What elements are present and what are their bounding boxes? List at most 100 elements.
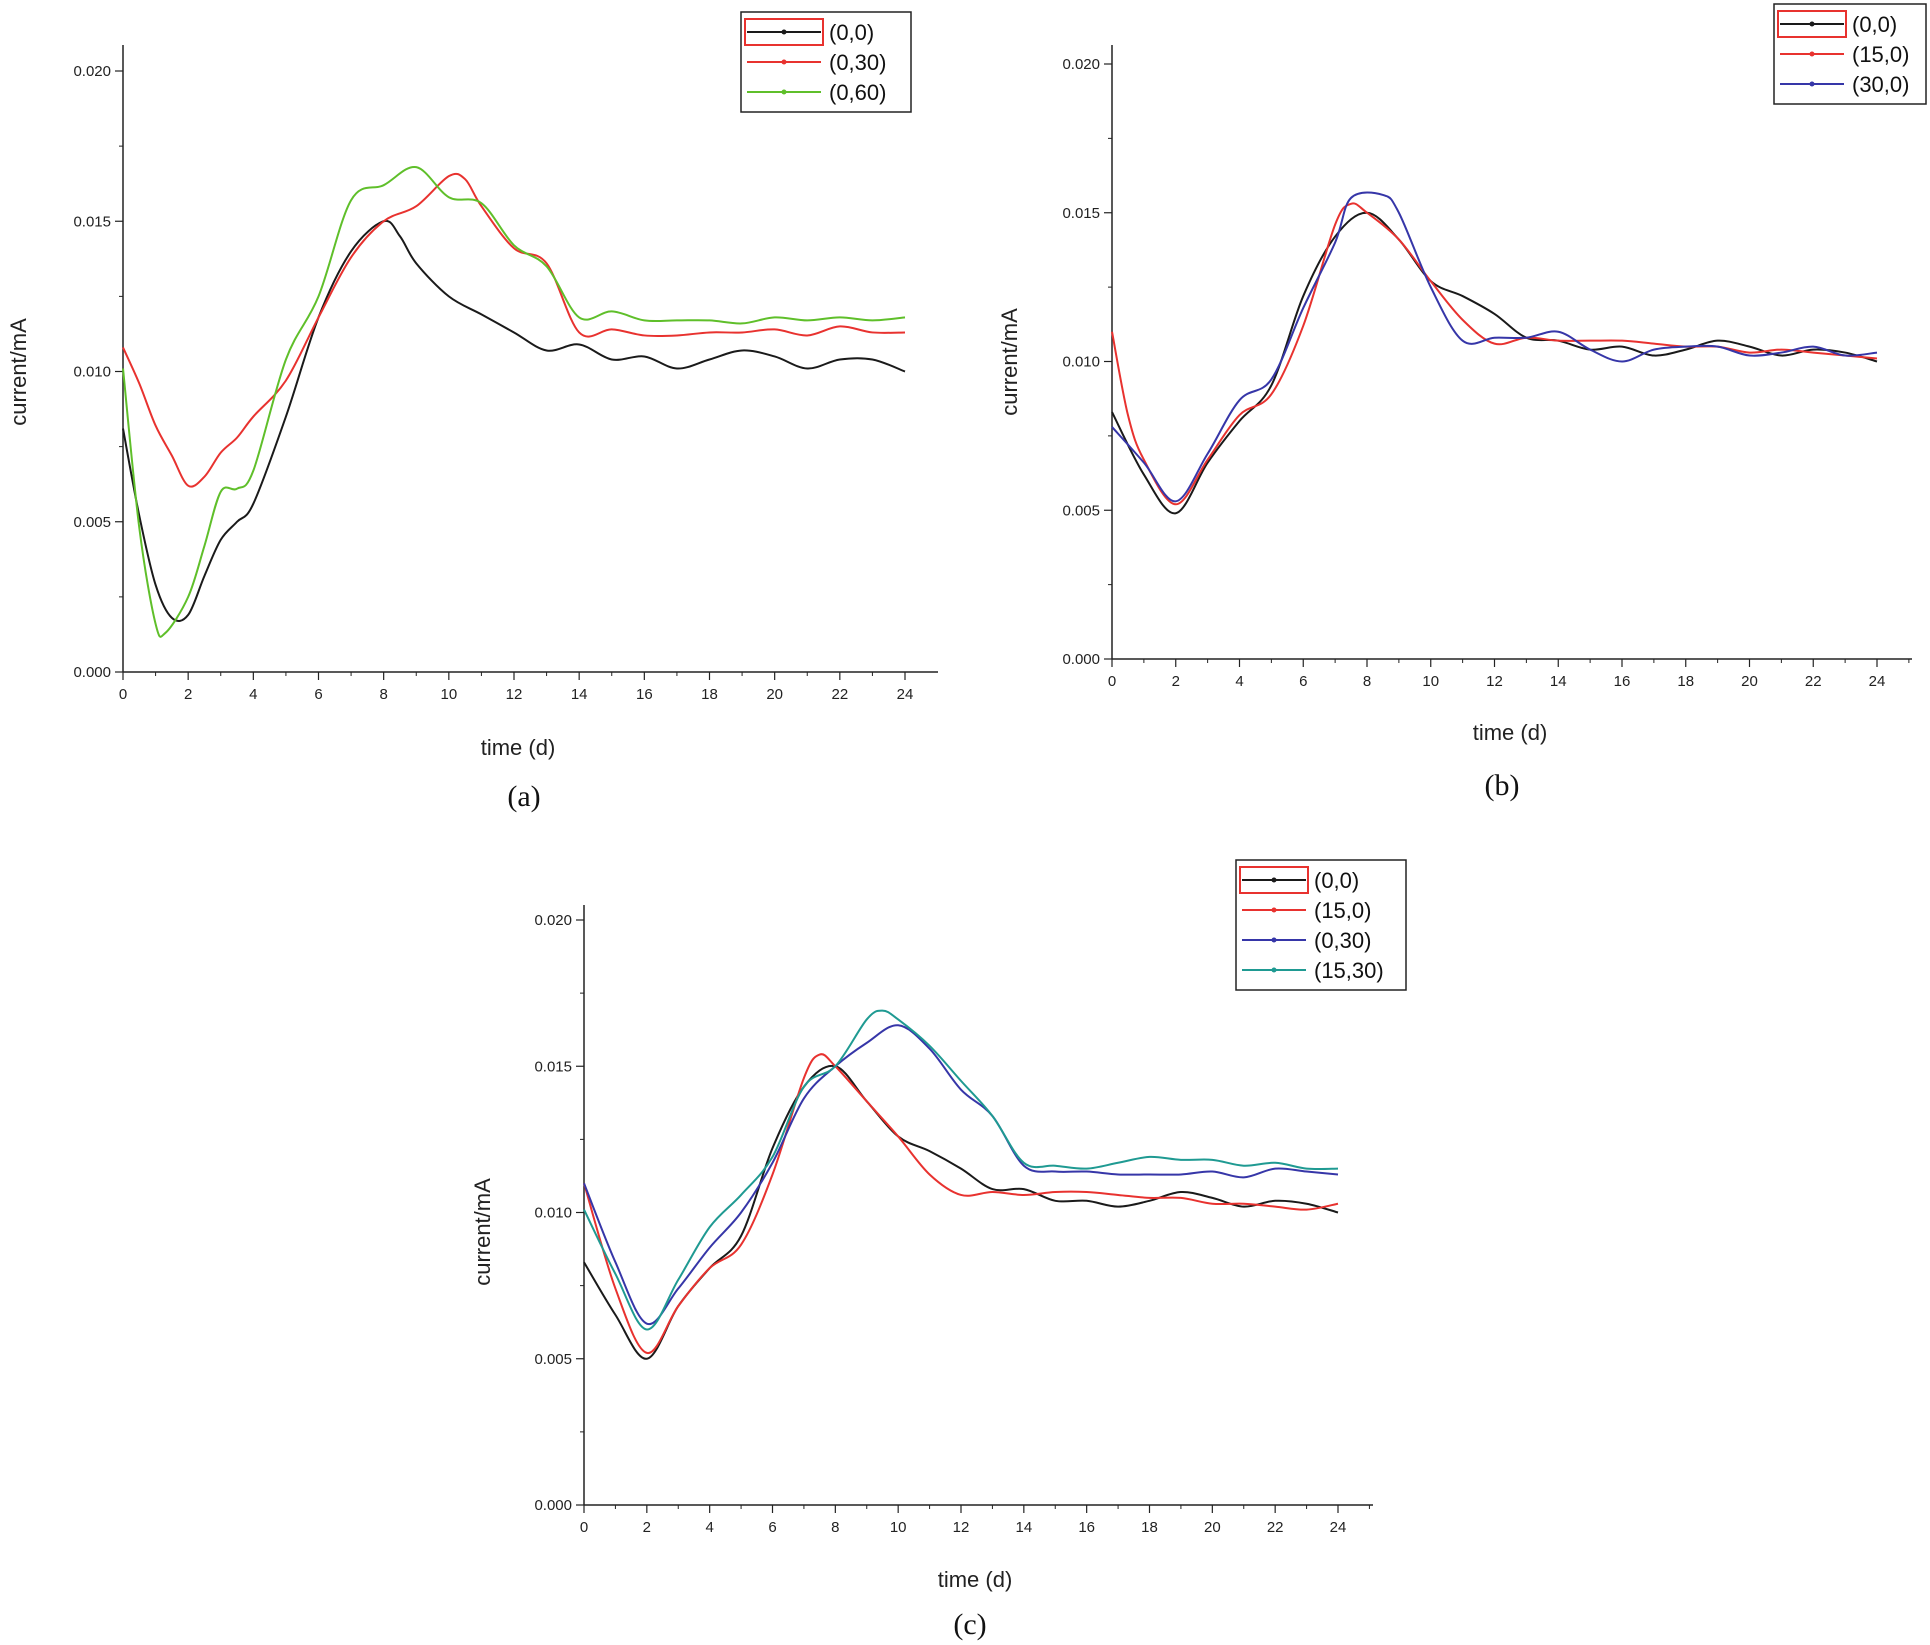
legend-marker-b [1809, 21, 1815, 27]
x-tick-label-b: 0 [1108, 673, 1116, 690]
series-line-c [583, 1053, 1339, 1354]
x-tick-label-b: 12 [1486, 673, 1503, 690]
x-tick-label-b: 24 [1869, 673, 1886, 690]
x-tick-label-b: 8 [1363, 673, 1371, 690]
x-tick-label-c: 0 [580, 1519, 588, 1536]
x-tick-label-c: 6 [768, 1519, 776, 1536]
legend-marker-c [1271, 877, 1277, 883]
legend-label-a: (0,30) [829, 50, 886, 75]
x-tick-label-a: 16 [636, 686, 653, 703]
x-tick-label-b: 18 [1677, 673, 1694, 690]
x-tick-label-c: 2 [643, 1519, 651, 1536]
y-tick-label-c: 0.005 [534, 1351, 572, 1368]
legend-marker-c [1271, 937, 1277, 943]
series-line-c [583, 1064, 1339, 1360]
legend-marker-a [781, 29, 787, 35]
panel-c: 0 2 4 6 8 10 12 14 16 18 20 22 240.0000.0050.0100.01… [470, 859, 1407, 1641]
legend-highlight-a [744, 18, 824, 46]
legend-label-b: (15,0) [1852, 42, 1909, 67]
plot-area-a: 0 2 4 6 8 10 12 14 16 18 20 22 240.0000.0050.0100.01… [73, 11, 938, 703]
x-tick-label-b: 16 [1614, 673, 1631, 690]
x-tick-label-a: 8 [379, 686, 387, 703]
series-line-b [1111, 191, 1878, 503]
x-tick-label-c: 12 [953, 1519, 970, 1536]
series-line-a [122, 172, 906, 488]
series-line-b [1111, 211, 1878, 515]
series-line-a [122, 219, 906, 623]
panel-label-a: (a) [507, 780, 540, 813]
x-tick-label-b: 4 [1235, 673, 1243, 690]
x-tick-label-a: 10 [440, 686, 457, 703]
plot-area-b: 0 2 4 6 8 10 12 14 16 18 20 22 240.0000.0050.0100.01… [1062, 3, 1927, 690]
x-tick-label-b: 20 [1741, 673, 1758, 690]
x-tick-label-c: 4 [705, 1519, 713, 1536]
legend-marker-c [1271, 907, 1277, 913]
x-axis-label-a: time (d) [481, 735, 556, 760]
series-line-c [583, 1024, 1339, 1325]
x-tick-label-a: 6 [314, 686, 322, 703]
legend-label-c: (0,0) [1314, 868, 1359, 893]
panel-b: 0 2 4 6 8 10 12 14 16 18 20 22 240.0000.0050.0100.01… [997, 3, 1927, 802]
legend-marker-c [1271, 967, 1277, 973]
series-line-c [583, 1009, 1339, 1331]
legend-label-c: (15,0) [1314, 898, 1371, 923]
legend-label-b: (0,0) [1852, 12, 1897, 37]
legend-label-a: (0,0) [829, 20, 874, 45]
series-line-b [1111, 202, 1878, 506]
x-tick-label-b: 6 [1299, 673, 1307, 690]
y-tick-label-b: 0.020 [1062, 56, 1100, 73]
x-tick-label-c: 22 [1267, 1519, 1284, 1536]
legend-marker-a [781, 59, 787, 65]
x-tick-label-c: 10 [890, 1519, 907, 1536]
panel-label-b: (b) [1485, 769, 1520, 802]
x-tick-label-b: 22 [1805, 673, 1822, 690]
y-tick-label-b: 0.005 [1062, 502, 1100, 519]
x-tick-label-c: 18 [1141, 1519, 1158, 1536]
x-tick-label-c: 8 [831, 1519, 839, 1536]
legend-label-c: (15,30) [1314, 958, 1384, 983]
x-tick-label-a: 20 [766, 686, 783, 703]
y-tick-label-a: 0.010 [73, 364, 111, 381]
legend-highlight-c [1239, 866, 1309, 894]
y-axis-label-b: current/mA [997, 308, 1022, 416]
x-tick-label-a: 14 [571, 686, 588, 703]
y-axis-label-c: current/mA [470, 1178, 495, 1286]
panel-label-c: (c) [953, 1608, 986, 1641]
x-tick-label-a: 12 [506, 686, 523, 703]
x-tick-label-a: 4 [249, 686, 257, 703]
y-tick-label-a: 0.020 [73, 63, 111, 80]
x-tick-label-c: 16 [1078, 1519, 1095, 1536]
legend-label-c: (0,30) [1314, 928, 1371, 953]
legend-marker-b [1809, 51, 1815, 57]
x-tick-label-a: 0 [119, 686, 127, 703]
x-tick-label-a: 18 [701, 686, 718, 703]
panel-a: 0 2 4 6 8 10 12 14 16 18 20 22 240.0000.0050.0100.01… [6, 11, 938, 813]
x-tick-label-c: 14 [1015, 1519, 1032, 1536]
x-tick-label-c: 20 [1204, 1519, 1221, 1536]
plot-area-c: 0 2 4 6 8 10 12 14 16 18 20 22 240.0000.0050.0100.01… [534, 859, 1407, 1536]
legend-box-c [1235, 859, 1407, 991]
y-tick-label-c: 0.015 [534, 1058, 572, 1075]
y-tick-label-b: 0.000 [1062, 651, 1100, 668]
x-axis-label-b: time (d) [1473, 720, 1548, 745]
x-tick-label-a: 24 [897, 686, 914, 703]
y-tick-label-a: 0.015 [73, 213, 111, 230]
x-tick-label-b: 2 [1172, 673, 1180, 690]
x-axis-label-c: time (d) [938, 1567, 1013, 1592]
x-tick-label-b: 14 [1550, 673, 1567, 690]
y-tick-label-c: 0.010 [534, 1205, 572, 1222]
legend-label-a: (0,60) [829, 80, 886, 105]
legend-marker-a [781, 89, 787, 95]
legend-label-b: (30,0) [1852, 72, 1909, 97]
series-line-a [122, 166, 906, 638]
x-tick-label-a: 22 [831, 686, 848, 703]
y-tick-label-a: 0.005 [73, 514, 111, 531]
y-tick-label-b: 0.015 [1062, 205, 1100, 222]
x-tick-label-b: 10 [1422, 673, 1439, 690]
legend-marker-b [1809, 81, 1815, 87]
y-tick-label-c: 0.020 [534, 912, 572, 929]
y-axis-label-a: current/mA [6, 318, 31, 426]
y-tick-label-a: 0.000 [73, 664, 111, 681]
legend-highlight-b [1777, 10, 1847, 38]
